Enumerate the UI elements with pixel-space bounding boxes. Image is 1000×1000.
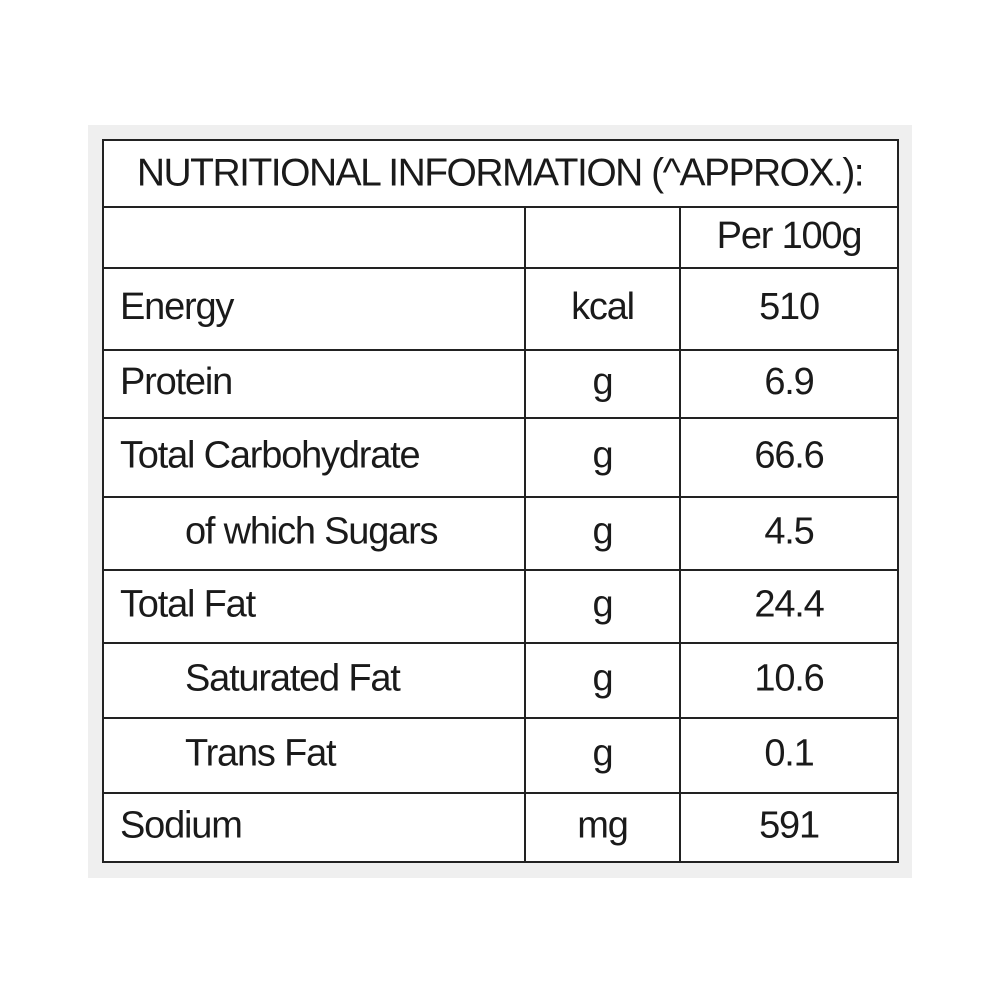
nutrient-name: Saturated Fat — [185, 658, 401, 700]
nutrient-name: of which Sugars — [185, 511, 438, 553]
nutrient-value: 4.5 — [764, 511, 813, 553]
nutrient-name: Total Carbohydrate — [120, 435, 420, 477]
nutrient-unit: g — [593, 658, 613, 700]
nutrient-unit: kcal — [571, 286, 634, 328]
table-lines — [103, 206, 898, 862]
nutrient-value: 24.4 — [754, 584, 824, 626]
nutrient-value: 0.1 — [764, 733, 813, 775]
nutrient-unit: g — [593, 584, 613, 626]
nutrient-unit: g — [593, 435, 613, 477]
nutrient-value: 591 — [759, 805, 819, 847]
nutrient-name: Trans Fat — [185, 733, 337, 775]
nutrient-unit: g — [593, 511, 613, 553]
nutrient-name: Total Fat — [120, 584, 257, 626]
nutrient-name: Protein — [120, 361, 232, 403]
nutrient-value: 66.6 — [754, 435, 823, 477]
nutrient-value: 510 — [759, 286, 819, 328]
nutrient-unit: g — [593, 361, 613, 403]
nutrient-unit: mg — [577, 805, 627, 847]
nutrient-value: 6.9 — [764, 361, 813, 403]
table-cells: Per 100g Energy kcal 510 Protein g 6.9 Total Ca… — [120, 215, 863, 847]
nutrient-unit: g — [593, 733, 613, 775]
header-cell: Per 100g — [717, 215, 862, 257]
table-title: NUTRITIONAL INFORMATION (^APPROX.): — [137, 151, 863, 194]
nutrient-value: 10.6 — [754, 658, 823, 700]
nutrient-name: Sodium — [120, 805, 242, 847]
nutrient-name: Energy — [120, 286, 234, 328]
table-frame — [102, 139, 899, 863]
